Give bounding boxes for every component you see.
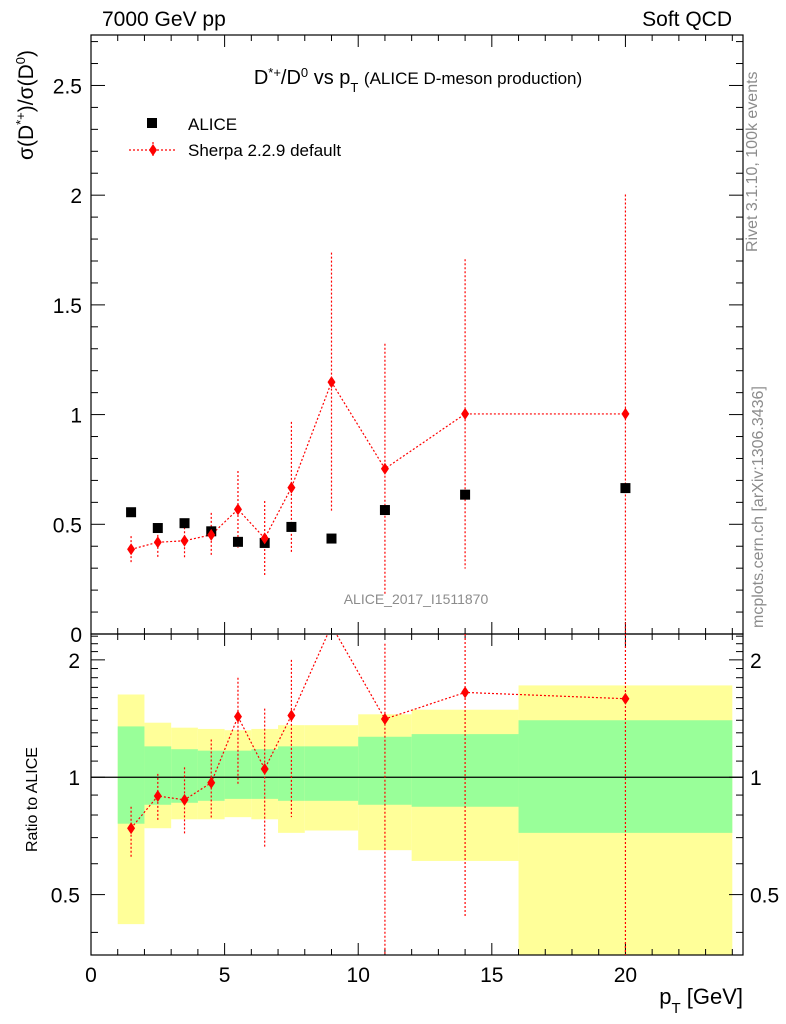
ratio-plot-frame bbox=[90, 633, 744, 956]
y-tick-label: 0 bbox=[70, 624, 82, 647]
legend-marker-sherpa bbox=[149, 144, 157, 156]
ratio-y-tick-label: 2 bbox=[68, 650, 80, 673]
legend-label-alice: ALICE bbox=[188, 115, 237, 134]
ratio-point-sherpa bbox=[461, 686, 470, 699]
ratio-y-tick-label-right: 1 bbox=[750, 767, 762, 790]
ratio-point-sherpa bbox=[180, 793, 189, 806]
ratio-point-sherpa bbox=[380, 713, 389, 726]
y-tick-label: 2.5 bbox=[53, 75, 82, 98]
y-tick-label: 1 bbox=[70, 405, 82, 428]
data-point-sherpa bbox=[621, 407, 630, 420]
data-point-alice bbox=[179, 518, 190, 529]
data-point-alice bbox=[460, 489, 471, 500]
data-point-alice bbox=[326, 533, 337, 544]
data-point-sherpa bbox=[153, 536, 162, 549]
data-point-alice bbox=[126, 507, 137, 518]
mc-series-line bbox=[130, 380, 626, 550]
legend-label-sherpa: Sherpa 2.2.9 default bbox=[188, 141, 341, 160]
data-point-sherpa bbox=[207, 528, 216, 541]
data-point-sherpa bbox=[127, 543, 136, 556]
ratio-point-sherpa bbox=[127, 822, 136, 835]
data-point-sherpa bbox=[287, 481, 296, 494]
data-point-alice bbox=[620, 483, 631, 494]
x-tick-label: 0 bbox=[85, 964, 97, 987]
data-point-alice bbox=[152, 523, 163, 534]
ratio-series-line bbox=[130, 634, 626, 829]
data-point-sherpa bbox=[233, 503, 242, 516]
y-tick-label: 0.5 bbox=[53, 514, 82, 537]
data-point-sherpa bbox=[461, 407, 470, 420]
x-tick-label: 15 bbox=[480, 964, 503, 987]
ratio-point-sherpa bbox=[207, 776, 216, 789]
y-tick-label: 1.5 bbox=[53, 295, 82, 318]
uncertainty-band-inner bbox=[117, 726, 145, 824]
x-tick-label: 5 bbox=[219, 964, 231, 987]
data-point-sherpa bbox=[380, 462, 389, 475]
analysis-watermark: ALICE_2017_I1511870 bbox=[344, 591, 489, 607]
data-point-alice bbox=[232, 536, 243, 547]
header-right: Soft QCD bbox=[642, 8, 732, 31]
legend-marker-alice bbox=[147, 118, 157, 128]
ratio-point-sherpa bbox=[153, 790, 162, 803]
ratio-y-tick-label-right: 2 bbox=[750, 650, 762, 673]
data-point-sherpa bbox=[260, 532, 269, 545]
x-tick-label: 20 bbox=[614, 964, 637, 987]
data-point-alice bbox=[286, 521, 297, 532]
y-tick-label: 2 bbox=[70, 185, 82, 208]
ratio-y-tick-label: 1 bbox=[68, 767, 80, 790]
ratio-point-sherpa bbox=[233, 710, 242, 723]
ratio-y-tick-label: 0.5 bbox=[51, 885, 80, 908]
ratio-point-sherpa bbox=[287, 709, 296, 722]
chart-title: D*+/D0 vs pT (ALICE D-meson production) bbox=[254, 65, 582, 95]
x-tick-label: 10 bbox=[347, 964, 370, 987]
uncertainty-band-inner bbox=[358, 736, 412, 805]
header-left: 7000 GeV pp bbox=[102, 8, 226, 31]
data-point-sherpa bbox=[327, 376, 336, 389]
x-axis-label: pT [GeV] bbox=[659, 984, 743, 1017]
data-point-sherpa bbox=[180, 534, 189, 547]
uncertainty-band-inner bbox=[304, 746, 359, 801]
ratio-point-sherpa bbox=[260, 762, 269, 775]
ratio-point-sherpa bbox=[621, 692, 630, 705]
data-point-alice bbox=[379, 505, 390, 516]
ratio-y-tick-label-right: 0.5 bbox=[750, 885, 779, 908]
ratio-series-group bbox=[130, 634, 626, 829]
